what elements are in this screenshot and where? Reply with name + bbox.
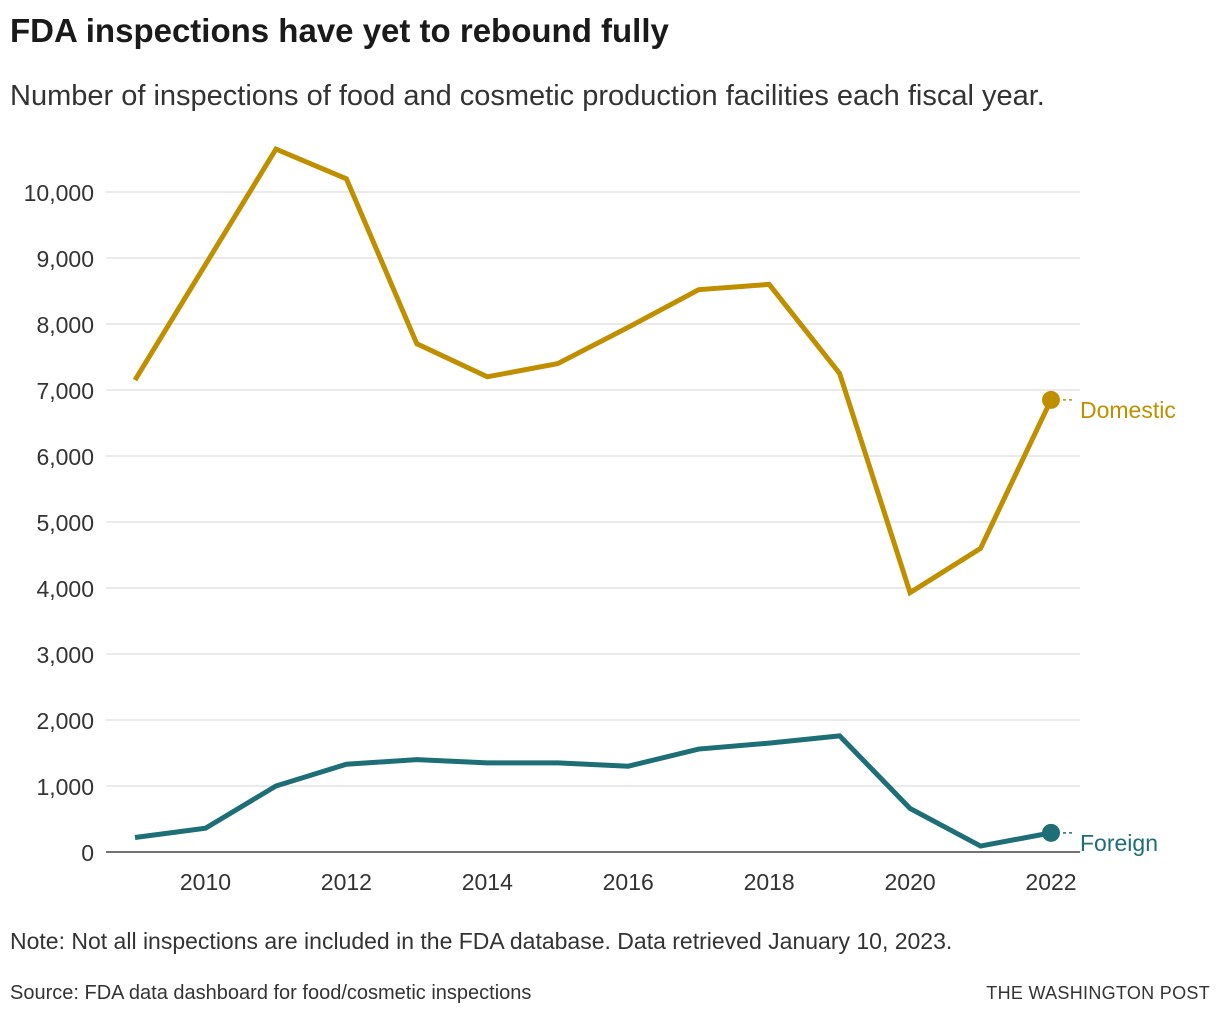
series-label-foreign: Foreign [1080, 830, 1158, 856]
gridlines [106, 191, 1080, 787]
y-tick-label: 0 [81, 840, 94, 866]
y-tick-label: 3,000 [36, 642, 94, 668]
x-tick-label: 2020 [884, 869, 935, 895]
y-tick-label: 4,000 [36, 576, 94, 602]
y-tick-label: 1,000 [36, 774, 94, 800]
publisher-credit: THE WASHINGTON POST [986, 983, 1210, 1003]
y-tick-label: 9,000 [36, 246, 94, 272]
y-axis: 0 1,000 2,000 3,000 4,000 5,000 6,000 7,000 8,00… [24, 180, 94, 866]
x-tick-label: 2014 [462, 869, 513, 895]
y-tick-label: 8,000 [36, 312, 94, 338]
x-tick-label: 2010 [180, 869, 231, 895]
x-tick-label: 2016 [603, 869, 654, 895]
series-line-foreign [134, 733, 1052, 849]
y-tick-label: 7,000 [36, 378, 94, 404]
chart-subtitle: Number of inspections of food and cosmet… [10, 80, 1045, 112]
chart-source: Source: FDA data dashboard for food/cosm… [10, 982, 532, 1004]
series-line-domestic [132, 145, 1054, 597]
y-tick-label: 5,000 [36, 510, 94, 536]
x-tick-label: 2012 [321, 869, 372, 895]
x-tick-label: 2018 [744, 869, 795, 895]
chart-note: Note: Not all inspections are included i… [10, 928, 953, 954]
y-tick-label: 6,000 [36, 444, 94, 470]
chart-title: FDA inspections have yet to rebound full… [10, 12, 669, 49]
x-tick-label: 2022 [1025, 869, 1076, 895]
y-tick-label: 2,000 [36, 708, 94, 734]
end-point-foreign [1042, 823, 1060, 842]
y-tick-label: 10,000 [24, 180, 94, 206]
series-group: Domestic Foreign [132, 145, 1176, 856]
x-axis: 2010 2012 2014 2016 2018 2020 2022 [106, 851, 1080, 895]
series-label-domestic: Domestic [1080, 397, 1176, 423]
end-point-domestic [1042, 390, 1060, 409]
